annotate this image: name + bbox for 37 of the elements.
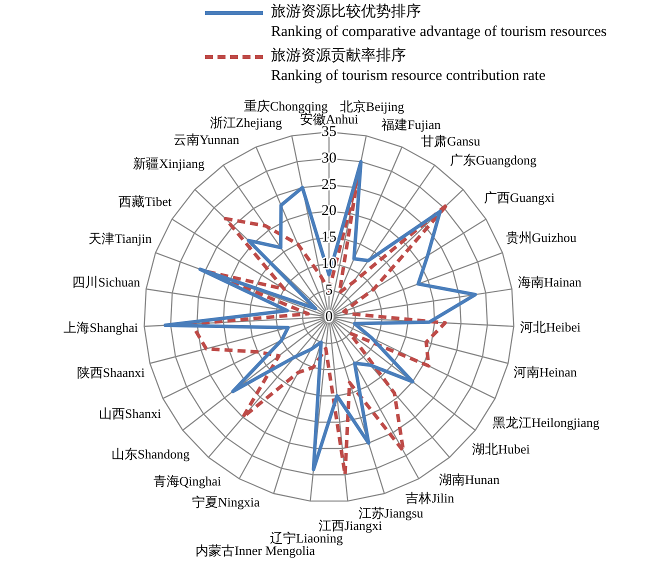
spoke-label: 湖南Hunan bbox=[438, 472, 500, 487]
spoke-label: 西藏Tibet bbox=[118, 194, 172, 209]
spoke-label: 陕西Shaanxi bbox=[76, 364, 146, 380]
spoke-label: 新疆Xinjiang bbox=[133, 156, 206, 172]
spoke-label: 河北Heibei bbox=[520, 320, 582, 335]
spoke-label: 福建Fujian bbox=[381, 117, 442, 132]
spoke-label: 湖北Hubei bbox=[472, 442, 530, 457]
y-tick-label: 0 bbox=[325, 308, 333, 325]
spoke-label: 山西Shanxi bbox=[99, 406, 162, 421]
spoke-label: 广西Guangxi bbox=[484, 190, 556, 205]
spoke-label: 广东Guangdong bbox=[450, 152, 538, 168]
spoke-label: 贵州Guizhou bbox=[506, 230, 578, 245]
legend-label: 旅游资源比较优势排序 Ranking of comparative advantage of tourism resources bbox=[271, 2, 607, 42]
spoke-label: 上海Shanghai bbox=[64, 320, 138, 335]
spoke-label: 吉林Jilin bbox=[406, 490, 455, 506]
spoke-label: 天津Tianjin bbox=[88, 231, 152, 246]
y-tick-label: 15 bbox=[322, 230, 336, 246]
y-tick-label: 5 bbox=[325, 282, 333, 299]
spoke-label: 内蒙古Inner Mengolia bbox=[196, 543, 316, 558]
spoke-label: 云南Yunnan bbox=[173, 132, 240, 148]
y-tick-label: 20 bbox=[322, 203, 336, 220]
spoke-label: 江苏Jiangsu bbox=[358, 505, 424, 520]
y-tick-label: 25 bbox=[322, 176, 336, 193]
spoke-label: 重庆Chongqing bbox=[244, 98, 328, 114]
spoke-label: 浙江Zhejiang bbox=[210, 114, 282, 130]
spoke-label: 四川Sichuan bbox=[72, 274, 141, 290]
spoke-label: 甘肃Gansu bbox=[420, 134, 481, 149]
spoke-label: 山东Shandong bbox=[112, 446, 190, 462]
spoke-label: 宁夏Ningxia bbox=[192, 494, 260, 510]
spoke-label: 青海Qinghai bbox=[153, 474, 222, 489]
spoke-label: 北京Beijing bbox=[340, 98, 405, 114]
legend-label: 旅游资源贡献率排序 Ranking of tourism resource contribution rate bbox=[271, 46, 546, 86]
y-tick-label: 35 bbox=[322, 124, 336, 140]
spoke-label: 河南Heinan bbox=[513, 364, 578, 380]
y-tick-label: 30 bbox=[322, 150, 336, 166]
spoke-label: 海南Hainan bbox=[518, 274, 582, 290]
spoke-label: 黑龙江Heilongjiang bbox=[492, 414, 600, 430]
